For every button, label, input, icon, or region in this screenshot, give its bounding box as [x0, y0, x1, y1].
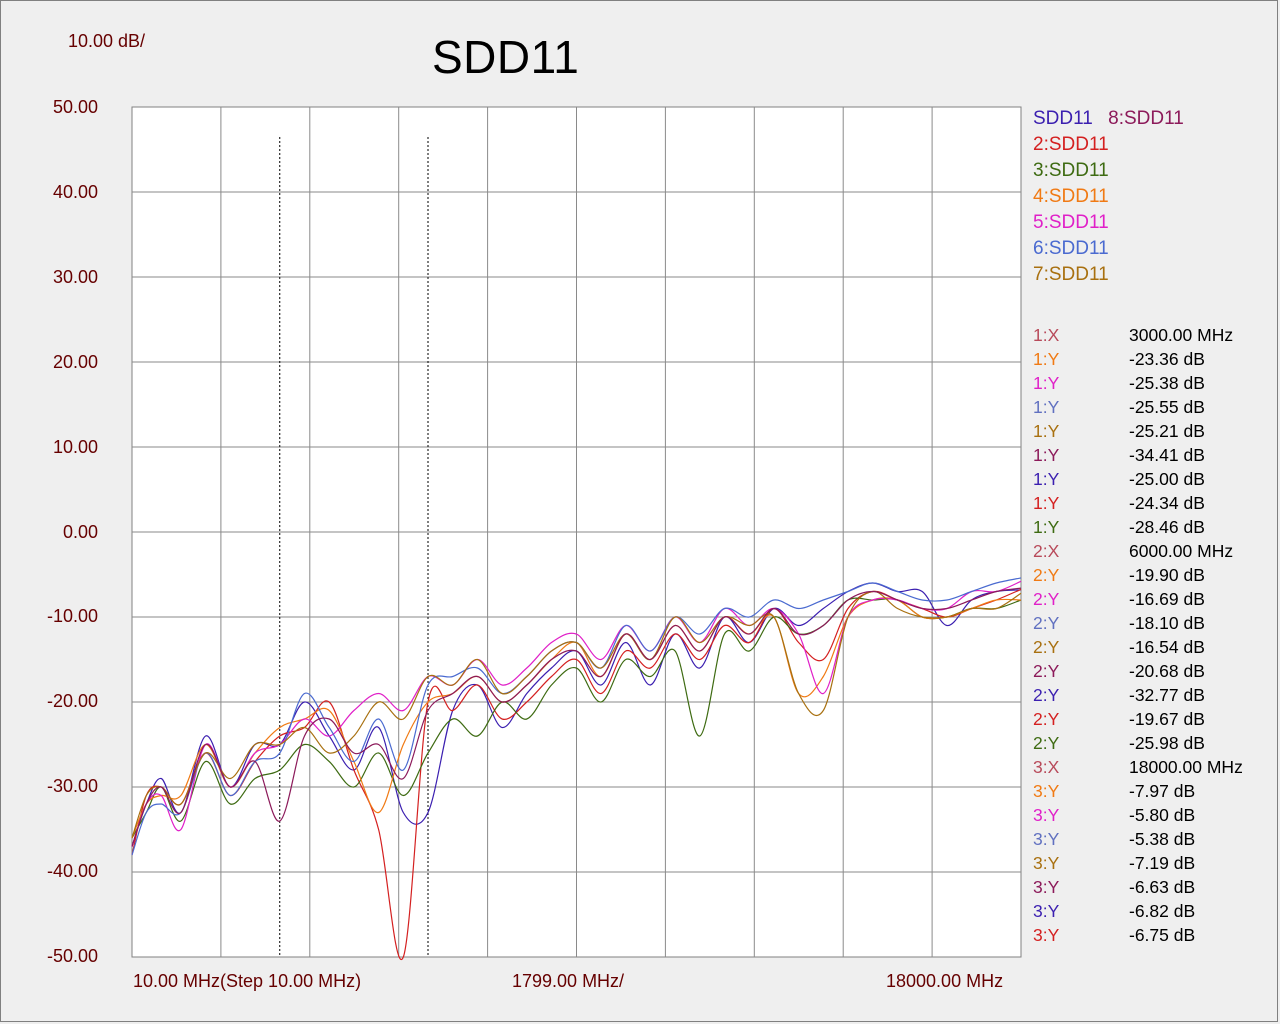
marker-label: 2:Y: [1033, 637, 1060, 657]
scale-label: 10.00 dB/: [68, 31, 146, 51]
marker-label: 2:Y: [1033, 661, 1060, 681]
marker-value: -7.19 dB: [1129, 853, 1196, 873]
marker-value: -18.10 dB: [1129, 613, 1205, 633]
marker-label: 2:Y: [1033, 685, 1060, 705]
legend-row: 5:SDD11: [1033, 211, 1184, 237]
marker-value: -6.63 dB: [1129, 877, 1196, 897]
marker-value: -24.34 dB: [1129, 493, 1205, 513]
y-tick-label: 20.00: [52, 351, 98, 372]
legend: SDD11 8:SDD11 2:SDD11 3:SDD11 4:SDD11 5:…: [1033, 107, 1184, 289]
marker-label: 3:Y: [1033, 805, 1060, 825]
y-tick-label: 10.00: [52, 436, 98, 457]
marker-value: -25.55 dB: [1129, 397, 1205, 417]
marker-label: 2:Y: [1033, 709, 1060, 729]
y-tick-label: 30.00: [52, 266, 98, 287]
marker-value: -25.21 dB: [1129, 421, 1205, 441]
marker-label: 3:X: [1033, 757, 1060, 777]
marker-label: 1:Y: [1033, 517, 1060, 537]
marker-value: 18000.00 MHz: [1129, 757, 1243, 777]
series-line: [131, 587, 1022, 847]
marker-value: -20.68 dB: [1129, 661, 1205, 681]
marker-label: 3:Y: [1033, 781, 1060, 801]
marker-label: 3:Y: [1033, 925, 1060, 945]
y-tick-label: 50.00: [52, 97, 98, 117]
marker-value: -16.69 dB: [1129, 589, 1205, 609]
marker-label: 1:X: [1033, 325, 1060, 345]
marker-label: 2:Y: [1033, 733, 1060, 753]
marker-label: 2:X: [1033, 541, 1060, 561]
marker-value: -25.38 dB: [1129, 373, 1205, 393]
marker-label: 1:Y: [1033, 397, 1060, 417]
marker-value: -25.98 dB: [1129, 733, 1205, 753]
marker-value: -25.00 dB: [1129, 469, 1205, 489]
marker-label: 2:Y: [1033, 613, 1060, 633]
traces: [131, 577, 1022, 961]
legend-row: 3:SDD11: [1033, 159, 1184, 185]
marker-value: -19.90 dB: [1129, 565, 1205, 585]
legend-entry[interactable]: 6:SDD11: [1033, 238, 1109, 259]
legend-entry[interactable]: SDD11: [1033, 108, 1093, 129]
marker-value: 6000.00 MHz: [1129, 541, 1234, 561]
legend-row: 2:SDD11: [1033, 133, 1184, 159]
marker-label: 2:Y: [1033, 589, 1060, 609]
y-tick-label: -30.00: [46, 776, 98, 797]
marker-value: -5.38 dB: [1129, 829, 1196, 849]
marker-value: 3000.00 MHz: [1129, 325, 1234, 345]
legend-entry[interactable]: 2:SDD11: [1033, 134, 1109, 155]
series-line: [131, 590, 1022, 839]
marker-value: -28.46 dB: [1129, 517, 1205, 537]
marker-label: 3:Y: [1033, 901, 1060, 921]
marker-label: 1:Y: [1033, 349, 1060, 369]
marker-label: 1:Y: [1033, 493, 1060, 513]
marker-label: 1:Y: [1033, 373, 1060, 393]
legend-entry[interactable]: 8:SDD11: [1108, 108, 1184, 129]
marker-value: -6.82 dB: [1129, 901, 1196, 921]
legend-entry[interactable]: 4:SDD11: [1033, 186, 1109, 207]
legend-row: 7:SDD11: [1033, 263, 1184, 289]
marker-value: -32.77 dB: [1129, 685, 1205, 705]
marker-label: 3:Y: [1033, 877, 1060, 897]
legend-entry[interactable]: 7:SDD11: [1033, 264, 1109, 285]
y-tick-label: -10.00: [46, 606, 98, 627]
legend-entry[interactable]: 5:SDD11: [1033, 212, 1109, 233]
x-start-label: 10.00 MHz(Step 10.00 MHz): [133, 971, 362, 991]
marker-value: -6.75 dB: [1129, 925, 1196, 945]
y-tick-label: -40.00: [46, 861, 98, 882]
y-tick-label: 0.00: [62, 521, 98, 542]
y-tick-label: -20.00: [46, 691, 98, 712]
y-tick-label: 40.00: [52, 181, 98, 202]
legend-entry[interactable]: 3:SDD11: [1033, 160, 1109, 181]
marker-value: -34.41 dB: [1129, 445, 1205, 465]
marker-label: 1:Y: [1033, 421, 1060, 441]
marker-value: -16.54 dB: [1129, 637, 1205, 657]
marker-value: -7.97 dB: [1129, 781, 1196, 801]
marker-label: 1:Y: [1033, 445, 1060, 465]
marker-lines: [279, 137, 429, 957]
series-line: [131, 588, 1022, 961]
x-division-label: 1799.00 MHz/: [512, 971, 625, 991]
y-tick-label: -50.00: [46, 946, 98, 966]
legend-row-1: SDD11 8:SDD11: [1033, 107, 1184, 133]
series-line: [131, 597, 1022, 839]
chart-title: SDD11: [432, 31, 580, 83]
marker-label: 1:Y: [1033, 469, 1060, 489]
series-line: [131, 580, 1022, 847]
marker-value: -5.80 dB: [1129, 805, 1196, 825]
x-end-label: 18000.00 MHz: [886, 971, 1004, 991]
marker-value: -19.67 dB: [1129, 709, 1205, 729]
marker-label: 2:Y: [1033, 565, 1060, 585]
grid: [131, 106, 1022, 958]
legend-row: 4:SDD11: [1033, 185, 1184, 211]
marker-value: -23.36 dB: [1129, 349, 1205, 369]
legend-row: 6:SDD11: [1033, 237, 1184, 263]
marker-label: 3:Y: [1033, 829, 1060, 849]
marker-label: 3:Y: [1033, 853, 1060, 873]
